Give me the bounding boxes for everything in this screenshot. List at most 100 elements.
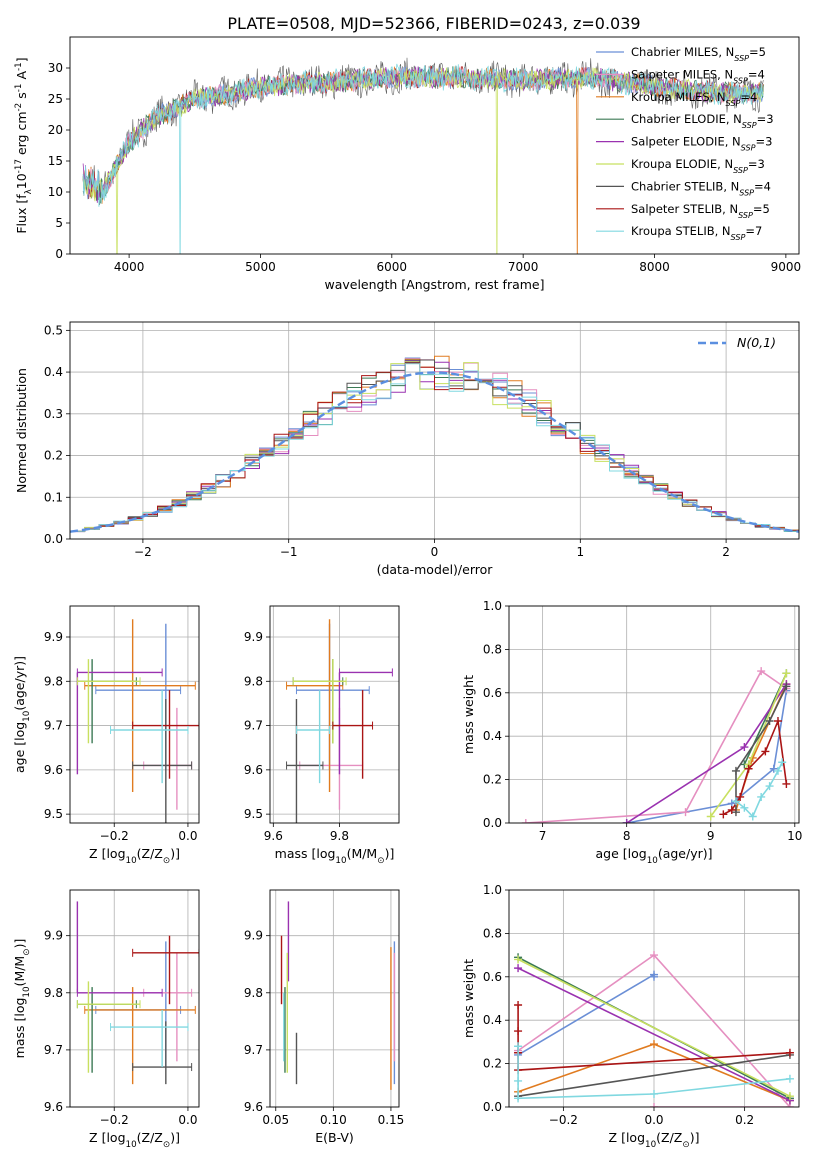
weight-point-marker: [650, 972, 658, 981]
y-tick-label: 10: [48, 185, 63, 199]
weight-point-marker: [757, 792, 766, 801]
x-tick-label: 5000: [245, 260, 276, 274]
x-tick-label: 9.6: [264, 829, 283, 843]
weight-point-marker: [740, 803, 749, 812]
x-tick-label: 9: [707, 829, 715, 843]
legend-label: Kroupa MILES, NSSP=4: [631, 90, 757, 108]
legend-label: Chabrier MILES, NSSP=5: [631, 45, 766, 63]
x-tick-label: −1: [280, 545, 298, 559]
weight-line-salpeter-miles: [525, 669, 787, 823]
x-tick-label: 8000: [639, 260, 670, 274]
x-tick-label: 0.05: [262, 1113, 289, 1127]
x-tick-label: 10: [787, 829, 802, 843]
y-tick-label: 9.8: [44, 674, 63, 688]
weight-point-marker: [765, 717, 774, 726]
weight-point-marker: [757, 667, 766, 676]
x-tick-label: 4000: [114, 260, 145, 274]
weight-point-marker: [731, 808, 740, 817]
plot-area: [76, 901, 199, 1085]
y-tick-label: 9.7: [244, 1043, 263, 1057]
y-tick-label: 9.9: [44, 630, 63, 644]
weight-point-marker: [719, 810, 728, 819]
weight-vs-age-panel: 7 8 9 10 0.0 0.2 0.4 0.6 0.8 1.0 age [log10(age/yr…: [461, 599, 802, 866]
y-tick-label: 0.2: [44, 449, 63, 463]
legend-label: Salpeter STELIB, NSSP=5: [631, 202, 770, 220]
weight-point-marker: [650, 1040, 658, 1049]
x-tick-label: −0.2: [549, 1113, 578, 1127]
y-tick-label: 0.1: [44, 490, 63, 504]
weight-line-salpeter-miles: [517, 954, 791, 1107]
weight-point-marker: [514, 964, 523, 973]
weight-point-marker: [731, 797, 740, 806]
weight-point-marker: [740, 743, 749, 752]
y-axis-label: age [log10(age/yr)]: [12, 656, 32, 773]
x-tick-label: 9000: [771, 260, 802, 274]
plot-area: [280, 901, 396, 1090]
y-tick-label: 0.4: [483, 729, 502, 743]
weight-point-marker: [514, 1094, 523, 1103]
legend-label: Kroupa ELODIE, NSSP=3: [631, 157, 765, 175]
weight-vs-metallicity-panel: −0.2 0.0 0.2 0.0 0.2 0.4 0.6 0.8 1.0 Z [log10(Z/Z…: [461, 883, 800, 1150]
x-tick-label: 0.0: [178, 1113, 197, 1127]
y-tick-label: 0.0: [483, 1100, 502, 1114]
axes-frame: [269, 889, 400, 1108]
legend-label: Salpeter MILES, NSSP=4: [631, 67, 765, 85]
y-tick-label: 15: [48, 154, 63, 168]
y-tick-label: 20: [48, 123, 63, 137]
x-axis-label: age [log10(age/yr)]: [595, 846, 712, 866]
axes-frame: [508, 889, 800, 1108]
plot-area: [76, 619, 199, 823]
weight-line-salpeter-stelib: [722, 717, 788, 816]
weight-point-marker: [650, 951, 658, 960]
weight-point-marker: [773, 766, 782, 775]
y-tick-label: 9.6: [44, 763, 63, 777]
y-axis-label: Flux [fλ10-17 erg cm-2 s-1 A-1]: [14, 57, 34, 233]
x-tick-label: 8: [623, 829, 631, 843]
x-axis-label: Z [log10(Z/Z⊙)]: [89, 846, 180, 866]
weight-line-chabrier-stelib: [735, 685, 788, 813]
x-tick-label: 2: [722, 545, 730, 559]
weight-point-marker: [650, 1103, 658, 1107]
weight-point-marker: [736, 792, 745, 801]
y-tick-label: 0.4: [44, 365, 63, 379]
x-axis-label: (data-model)/error: [377, 562, 494, 577]
weight-point-marker: [514, 1076, 523, 1085]
x-axis-label: mass [log10(M/M⊙)]: [275, 846, 395, 866]
x-axis-label: Z [log10(Z/Z⊙)]: [89, 1130, 180, 1150]
weight-point-marker: [706, 812, 715, 821]
x-tick-label: 0: [431, 545, 439, 559]
weight-point-marker: [782, 682, 791, 691]
plot-area: [521, 667, 791, 823]
weight-point-marker: [521, 819, 530, 823]
weight-point-marker: [785, 1074, 794, 1083]
axes-frame: [269, 605, 400, 824]
y-tick-label: 0.5: [44, 323, 63, 337]
weight-point-marker: [765, 782, 774, 791]
y-tick-label: 0.8: [483, 926, 502, 940]
axes-frame: [69, 605, 200, 824]
weight-point-marker: [778, 758, 787, 767]
y-tick-label: 0.2: [483, 1057, 502, 1071]
histogram-kroupa-stelib: [70, 363, 799, 532]
weight-line-chabrier-miles: [517, 973, 655, 1056]
x-tick-label: 0.0: [178, 829, 197, 843]
x-axis-label: E(B-V): [315, 1130, 354, 1145]
axes-frame: [508, 605, 800, 824]
y-tick-label: 1.0: [483, 883, 502, 897]
y-tick-label: 9.5: [244, 807, 263, 821]
weight-point-marker: [514, 1001, 523, 1010]
plot-area: [82, 57, 764, 254]
weight-point-marker: [761, 747, 770, 756]
y-tick-label: 25: [48, 92, 63, 106]
y-tick-label: 9.6: [244, 763, 263, 777]
weight-point-marker: [731, 766, 740, 775]
legend-label: Chabrier STELIB, NSSP=4: [631, 179, 771, 197]
y-tick-label: 5: [55, 216, 63, 230]
weight-point-marker: [785, 1048, 794, 1057]
y-axis-label: mass [log10(M/M⊙)]: [12, 939, 32, 1059]
weight-point-marker: [514, 1042, 523, 1051]
x-tick-label: 6000: [377, 260, 408, 274]
mass-vs-extinction-panel: 0.05 0.10 0.15 9.6 9.7 9.8 9.9 E(B-V): [244, 889, 404, 1145]
